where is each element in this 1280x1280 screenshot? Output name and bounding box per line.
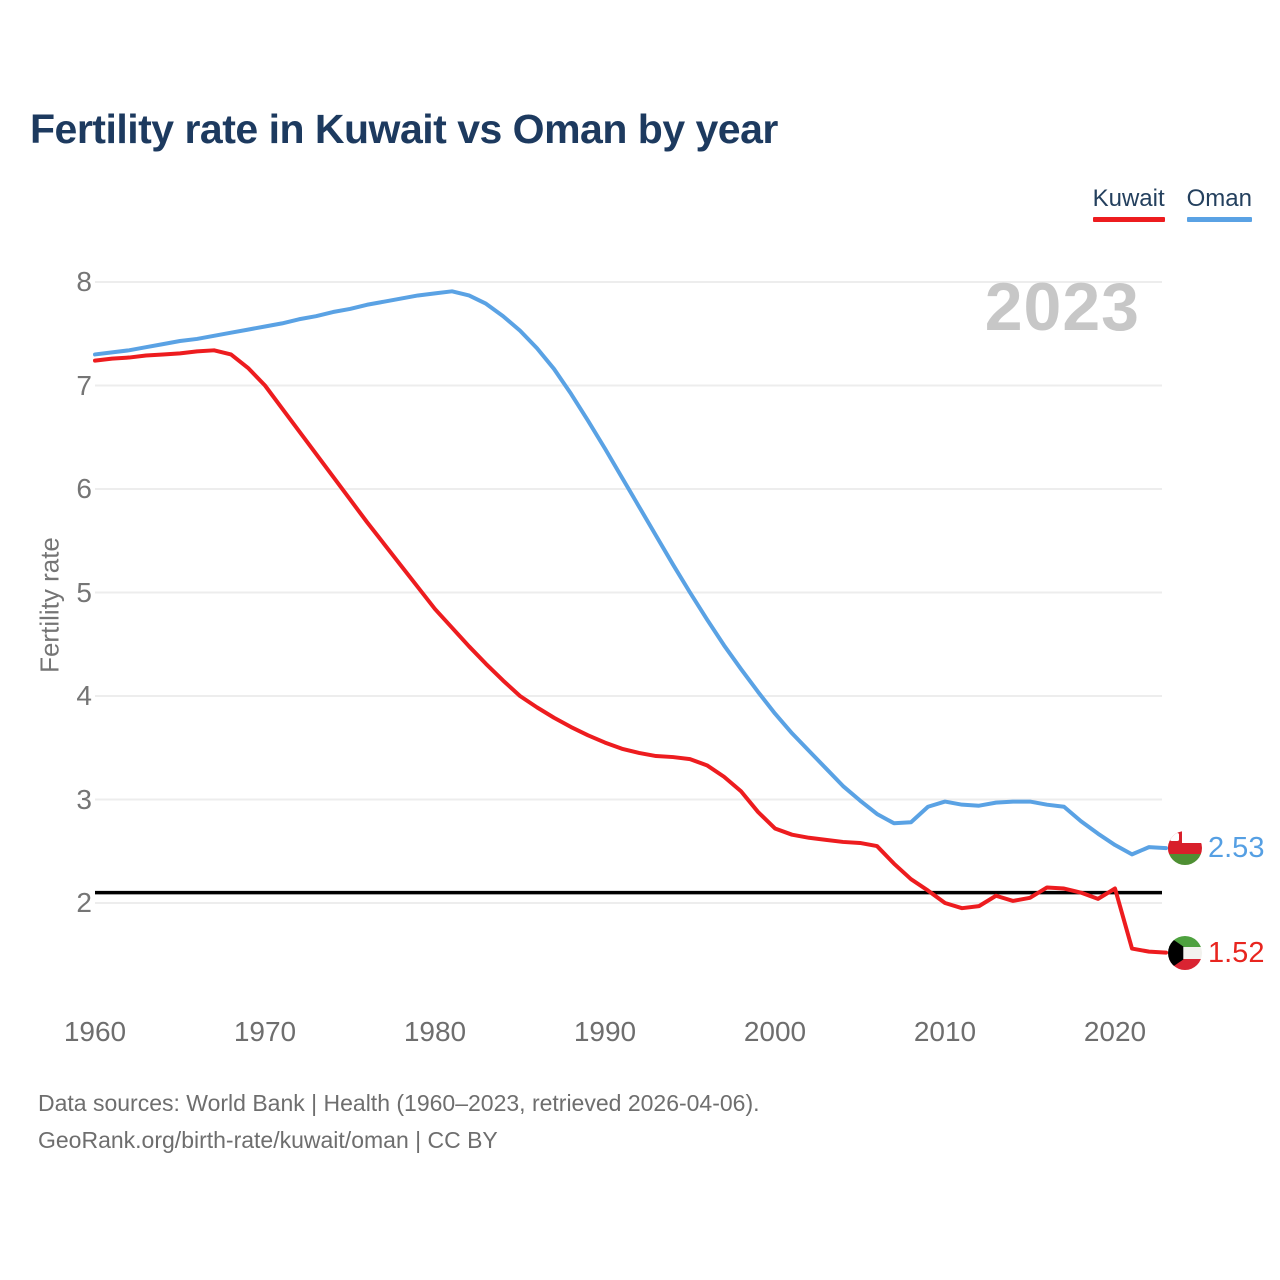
legend-item-oman[interactable]: Oman (1186, 185, 1252, 222)
y-tick-label-2: 2 (76, 887, 92, 918)
y-tick-label-3: 3 (76, 783, 92, 815)
y-tick-label-4: 4 (76, 680, 92, 711)
x-tick-label-2020: 2020 (1083, 1016, 1147, 1047)
y-tick-label-8: 8 (76, 266, 92, 297)
legend-item-kuwait[interactable]: Kuwait (1092, 185, 1165, 222)
oman-flag-green-band (1168, 854, 1202, 865)
page-title: Fertility rate in Kuwait vs Oman by year (30, 106, 778, 152)
x-tick-label-1970: 1970 (233, 1016, 297, 1047)
x-tick-label-1960: 1960 (63, 1016, 127, 1047)
footer: Data sources: World Bank | Health (1960–… (38, 1085, 760, 1159)
legend-label-oman: Oman (1186, 185, 1252, 212)
oman-flag-red-band (1168, 843, 1202, 855)
y-tick-label-5: 5 (76, 576, 92, 608)
y-tick-label-7: 7 (76, 369, 92, 401)
kuwait-flag-icon (1168, 936, 1202, 970)
kuwait-flag-red-band (1168, 958, 1202, 970)
oman-end-value: 2.53 (1208, 832, 1265, 864)
legend-swatch-oman (1186, 217, 1252, 222)
kuwait-series-line[interactable] (93, 348, 1168, 955)
x-tick-label-1980: 1980 (403, 1016, 467, 1047)
oman-flag-emblem (1170, 833, 1179, 841)
kuwait-end-value: 1.52 (1208, 937, 1265, 969)
x-tick-label-2000: 2000 (743, 1016, 807, 1047)
x-tick-label-1990: 1990 (573, 1016, 637, 1047)
kuwait-flag-green-band (1168, 936, 1202, 948)
y-tick-label-6: 6 (76, 473, 92, 504)
kuwait-flag-white-band (1168, 947, 1202, 959)
x-tick-label-2010: 2010 (913, 1016, 977, 1047)
legend-swatch-kuwait (1092, 217, 1165, 222)
oman-series-line[interactable] (93, 289, 1168, 857)
kuwait-flag-black-trapezoid (1168, 936, 1184, 970)
oman-flag-icon (1168, 831, 1202, 865)
footer-sources-line: Data sources: World Bank | Health (1960–… (38, 1090, 760, 1116)
watermark-year: 2023 (984, 269, 1140, 345)
legend-label-kuwait: Kuwait (1092, 185, 1165, 212)
footer-attribution-line: GeoRank.org/birth-rate/kuwait/oman | CC … (38, 1127, 498, 1153)
legend: Kuwait Oman (1092, 185, 1252, 222)
